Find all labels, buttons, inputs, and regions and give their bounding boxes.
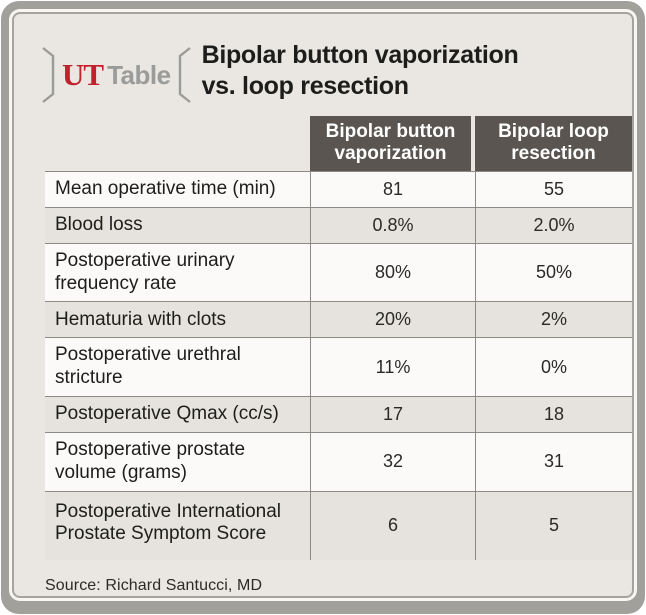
row-value: 2% [475,302,632,338]
row-label: Postoperative Qmax (cc/s) [55,403,279,425]
table-row: Hematuria with clots 20% 2% [45,301,632,338]
brand-word: Table [107,59,171,90]
row-value: 80% [310,243,475,302]
bracket-right-icon [178,47,191,103]
row-value: 2.0% [475,207,632,243]
row-value: 0.8% [310,207,475,243]
row-label: Postoperative prostate volume (grams) [55,439,246,483]
row-value: 50% [475,243,632,302]
row-value: 5 [475,491,632,561]
row-value: 6 [310,491,475,561]
row-value: 11% [310,338,475,396]
row-label: Postoperative urethral stricture [55,344,241,389]
table-row: Postoperative urethral stricture 11% 0% [45,337,632,396]
row-value: 31 [475,433,632,491]
table-row: Postoperative International Prostate Sym… [45,490,632,561]
data-table: Bipolar button vaporization Bipolar loop… [45,116,632,561]
row-value: 18 [475,397,632,432]
row-label: Postoperative International Prostate Sym… [55,500,282,545]
row-label: Mean operative time (min) [55,177,276,199]
table-row: Postoperative urinary frequency rate 80% 5… [45,242,632,302]
header-spacer [45,116,310,171]
bracket-left-icon [42,47,55,103]
row-value: 55 [475,171,632,207]
row-value: 0% [475,338,632,396]
row-label: Postoperative urinary frequency rate [55,249,235,294]
masthead: UT Table Bipolar button vaporization vs.… [29,28,617,112]
row-value: 81 [310,171,475,207]
row-value: 32 [310,433,475,491]
row-value: 17 [310,397,475,432]
table-row: Blood loss 0.8% 2.0% [45,206,632,243]
column-header-loop-resection: Bipolar loop resection [475,116,632,171]
page-title-line2: vs. loop resection [201,71,409,100]
table-body: Mean operative time (min) 81 55 Blood loss 0… [45,170,632,561]
page-title: Bipolar button vaporization vs. loop res… [202,40,519,101]
row-label: Blood loss [55,213,143,235]
table-row: Postoperative Qmax (cc/s) 17 18 [45,396,632,432]
table-row: Postoperative prostate volume (grams) 32 3… [45,432,632,491]
table-row: Mean operative time (min) 81 55 [45,170,632,207]
row-value: 20% [310,302,475,338]
row-label: Hematuria with clots [55,308,227,330]
card-outer-border: UT Table Bipolar button vaporization vs.… [9,9,637,601]
card: UT Table Bipolar button vaporization vs.… [12,12,634,598]
column-header-button-vaporization: Bipolar button vaporization [310,116,475,171]
brand-logo: UT Table [41,46,192,104]
brand-mark: UT [62,57,104,92]
source-credit: Source: Richard Santucci, MD [45,577,263,595]
table-header: Bipolar button vaporization Bipolar loop… [45,116,632,171]
page-title-line1: Bipolar button vaporization [201,41,519,69]
